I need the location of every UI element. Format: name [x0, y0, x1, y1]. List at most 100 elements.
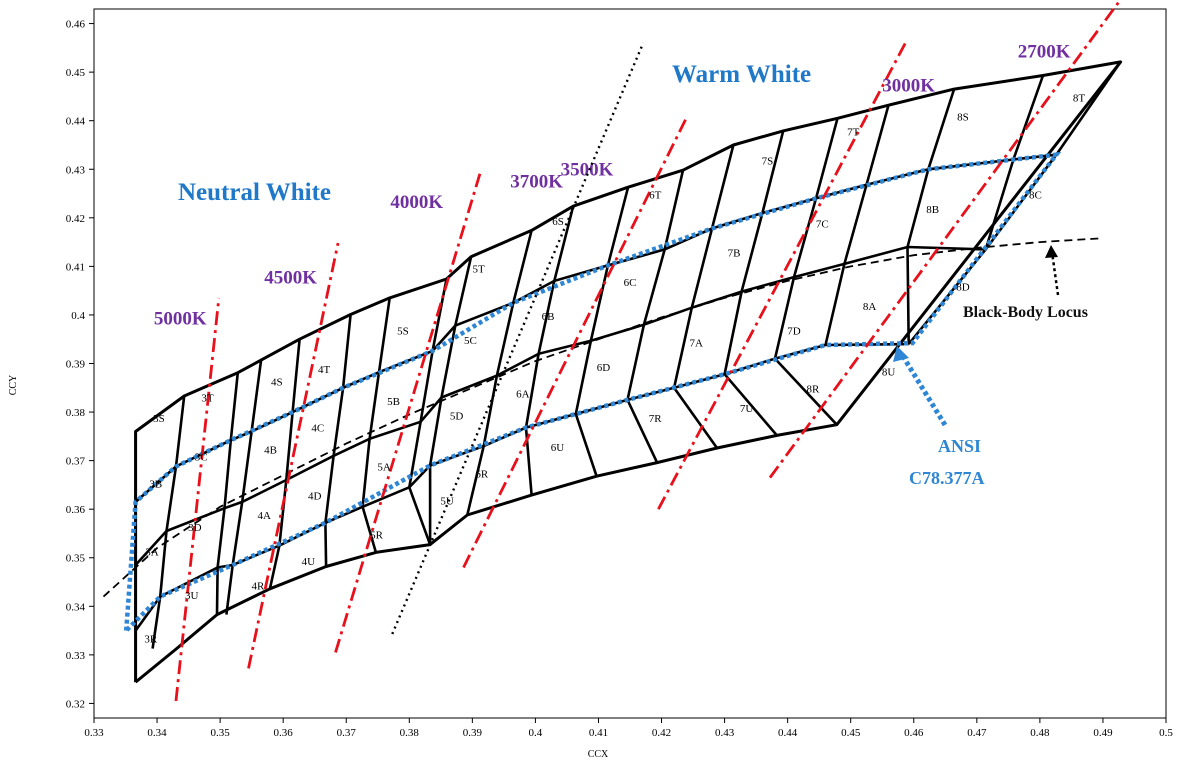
bin-label: 8D [956, 282, 970, 294]
cct-label: 3000K [882, 76, 935, 97]
bin-label: 4D [308, 490, 322, 502]
x-tick-label: 0.33 [84, 727, 104, 739]
x-tick-label: 0.44 [778, 727, 798, 739]
bin-label: 8S [957, 112, 969, 124]
bin-label: 7U [740, 403, 754, 415]
bin-label: 4S [271, 376, 283, 388]
bin-label: 6B [542, 311, 555, 323]
y-tick-label: 0.46 [66, 19, 86, 31]
cct-line [768, 0, 1123, 479]
cct-label: 2700K [1018, 42, 1071, 63]
x-tick-label: 0.48 [1030, 727, 1050, 739]
bin-label: 6S [552, 216, 564, 228]
bin-label: 3U [185, 590, 199, 602]
bin-grid [134, 60, 1123, 684]
ansi-arrow-line [901, 356, 948, 427]
bin-label: 3C [195, 452, 208, 464]
cct-lines: 5000K 4500K 4000K 3500K 3000K 2700K 3700K [154, 0, 1123, 702]
bin-label: 5T [473, 264, 486, 276]
x-tick-label: 0.47 [967, 727, 987, 739]
bin-label: 5R [370, 529, 384, 541]
y-tick-label: 0.4 [71, 310, 85, 322]
bin-label: 4R [252, 580, 266, 592]
bin-label: 5A [377, 461, 391, 473]
bin-label: 8B [926, 204, 939, 216]
y-tick-label: 0.36 [66, 504, 86, 516]
chart-labels: CCX CCY Neutral White Warm White Black-B… [8, 61, 1088, 760]
bin-label: 6T [649, 189, 662, 201]
x-axis-label: CCX [588, 749, 609, 760]
bin-divider [215, 372, 240, 615]
cct-label: 3500K [561, 160, 614, 181]
x-tick-label: 0.37 [337, 727, 357, 739]
black-body-locus-label: Black-Body Locus [963, 304, 1088, 321]
bin-label: 5B [387, 396, 400, 408]
cct-label: 4500K [264, 267, 317, 288]
cct-line [247, 242, 340, 669]
y-tick-label: 0.32 [66, 698, 85, 710]
bin-divider [773, 117, 839, 426]
bin-label: 3R [144, 634, 158, 646]
x-tick-label: 0.35 [210, 727, 230, 739]
ansi-outline [123, 151, 1062, 633]
bbl-arrow-line [1050, 251, 1060, 296]
x-tick-label: 0.38 [400, 727, 420, 739]
x-tick-label: 0.36 [274, 727, 294, 739]
ansi-arrow-head [893, 346, 909, 362]
bin-outline [134, 60, 1123, 684]
bin-divider [906, 88, 956, 345]
black-body-locus-curve [102, 237, 1103, 598]
cct-line [462, 119, 687, 569]
bin-label: 7S [762, 155, 774, 167]
cct-line-3700k [391, 42, 645, 635]
y-tick-label: 0.44 [66, 116, 86, 128]
y-tick-label: 0.45 [66, 67, 86, 79]
bin-label: 6D [597, 362, 611, 374]
bbl-arrow-head [1045, 245, 1058, 258]
x-tick-label: 0.39 [463, 727, 483, 739]
bin-label: 6A [516, 388, 530, 400]
warm-white-label: Warm White [672, 61, 811, 88]
bin-label: 7C [816, 219, 829, 231]
neutral-white-label: Neutral White [178, 179, 331, 206]
y-tick-label: 0.35 [66, 553, 86, 565]
y-tick-label: 0.41 [66, 261, 85, 273]
ansi-label-line1: ANSI [938, 436, 981, 456]
annotation-arrows [893, 245, 1060, 427]
black-body-locus [102, 237, 1103, 598]
bin-label: 5C [464, 335, 477, 347]
bin-label: 4U [302, 556, 316, 568]
bin-label: 6C [624, 277, 637, 289]
bin-divider [324, 314, 352, 567]
bin-label: 5U [440, 495, 454, 507]
ansi-label-line2: C78.377A [909, 468, 985, 488]
cct-line [174, 297, 221, 702]
bin-label: 8C [1029, 189, 1042, 201]
y-tick-label: 0.33 [66, 650, 86, 662]
bin-divider [225, 359, 263, 615]
x-tick-label: 0.42 [652, 727, 671, 739]
bin-label: 7A [689, 338, 703, 350]
bin-label: 4C [311, 422, 324, 434]
bin-label: 7T [847, 126, 860, 138]
x-tick-label: 0.34 [147, 727, 167, 739]
x-tick-label: 0.4 [529, 727, 543, 739]
bin-label: 7R [649, 413, 663, 425]
bin-label: 3B [149, 478, 162, 490]
bin-label: 3S [153, 413, 165, 425]
bin-label: 8T [1073, 92, 1086, 104]
bin-labels: 3S 3T 3B 3C 3A 3D 3R 3U 4T 4S 4C 4B 4D 4A 4U 4R 5S 5T 5B 5C… [144, 92, 1085, 645]
bin-label: 7D [787, 325, 801, 337]
bin-divider [824, 104, 890, 346]
x-tick-label: 0.43 [715, 727, 735, 739]
bin-label: 7B [728, 248, 741, 260]
bin-divider [151, 395, 186, 649]
bin-label: 3D [188, 522, 202, 534]
axis-ticks: 0.33 0.34 0.35 0.36 0.37 0.38 0.39 0.4 0.41 0.42 0… [66, 19, 1174, 739]
bin-label: 5S [397, 325, 409, 337]
bin-label: 3A [145, 546, 159, 558]
y-tick-label: 0.39 [66, 359, 86, 371]
bin-label: 4B [264, 444, 277, 456]
cct-line [334, 171, 482, 653]
y-tick-label: 0.37 [66, 456, 86, 468]
